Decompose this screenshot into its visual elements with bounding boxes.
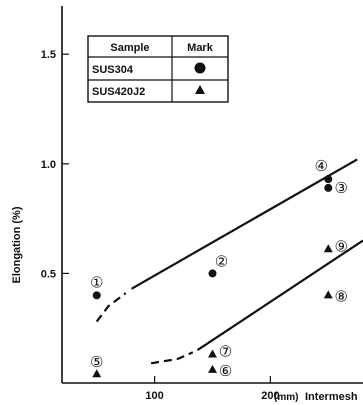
- point-label: ④: [315, 158, 328, 175]
- point-label: ⑨: [335, 238, 348, 255]
- y-tick-label: 1.5: [41, 49, 56, 61]
- point-marker-triangle: [208, 364, 217, 373]
- point-label: ②: [215, 253, 228, 270]
- point-label: ⑥: [219, 363, 232, 380]
- legend-marker-triangle: [195, 85, 205, 94]
- point-marker-circle: [324, 175, 333, 184]
- axes: [61, 6, 363, 384]
- trend-solid-sus420j2: [196, 239, 363, 352]
- point-label: ⑧: [335, 288, 348, 305]
- legend-sample-sus304: SUS304: [92, 64, 134, 76]
- data-points: ① ② ③④ ⑤ ⑥ ⑦ ⑧ ⑨: [90, 158, 348, 380]
- ticks: 0.5 1.0 1.5 100 200: [41, 49, 280, 402]
- point-marker-triangle: [92, 369, 102, 378]
- point-marker-circle: [208, 269, 217, 278]
- point-marker-circle: [92, 291, 101, 300]
- legend-header-mark: Mark: [187, 42, 214, 54]
- legend: Sample Mark SUS304 SUS420J2: [87, 35, 229, 103]
- point-label: ⑦: [219, 344, 232, 361]
- trend-dashed-sus420j2: [150, 351, 194, 365]
- y-tick-label: 0.5: [41, 268, 56, 280]
- y-axis-title: Elongation (%): [11, 206, 23, 283]
- trend-lines: [95, 158, 363, 365]
- trend-dashed-sus304: [95, 292, 127, 323]
- x-axis-unit: (mm): [274, 392, 298, 403]
- point-marker-triangle: [323, 290, 333, 299]
- x-axis-title: Intermesh: [305, 391, 358, 403]
- y-tick-label: 1.0: [41, 159, 56, 171]
- point-marker-circle: [324, 183, 333, 192]
- point-marker-triangle: [323, 244, 333, 253]
- point-label: ①: [90, 274, 103, 291]
- x-tick-label: 100: [145, 390, 163, 402]
- legend-header-sample: Sample: [110, 42, 149, 54]
- legend-sample-sus420j2: SUS420J2: [92, 86, 145, 98]
- legend-marker-circle: [194, 62, 206, 74]
- point-label: ③: [335, 180, 348, 197]
- trend-solid-sus304: [130, 158, 358, 290]
- x-tick-label: 200: [261, 390, 279, 402]
- point-marker-triangle: [208, 349, 217, 358]
- point-label: ⑤: [90, 354, 103, 371]
